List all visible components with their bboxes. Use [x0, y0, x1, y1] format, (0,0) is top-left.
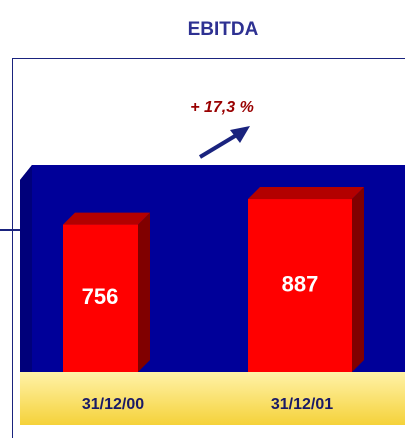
arrow-head: [230, 126, 250, 143]
bar-top: [63, 212, 150, 225]
floor: [20, 372, 405, 425]
side-wall: [20, 165, 32, 385]
value-label: 756: [82, 284, 119, 309]
bar-side: [352, 187, 364, 372]
annotation: + 17,3 %: [190, 99, 254, 116]
bar: [248, 199, 352, 372]
x-tick-label: 31/12/01: [271, 396, 333, 413]
chart-title: EBITDA: [188, 19, 259, 40]
bar-top: [248, 187, 364, 200]
bar: [63, 224, 138, 372]
bar-side: [138, 212, 150, 372]
arrow-shaft: [198, 131, 242, 159]
value-label: 887: [282, 271, 319, 296]
x-tick-label: 31/12/00: [82, 396, 144, 413]
